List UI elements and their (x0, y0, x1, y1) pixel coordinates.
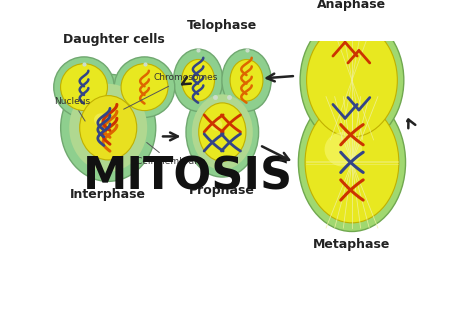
Text: Cell membrane: Cell membrane (136, 142, 205, 166)
Ellipse shape (80, 96, 137, 160)
Ellipse shape (114, 57, 175, 117)
Text: MITOSIS: MITOSIS (82, 156, 293, 198)
Ellipse shape (69, 84, 147, 172)
Ellipse shape (210, 119, 222, 131)
Text: Interphase: Interphase (70, 188, 146, 201)
Ellipse shape (305, 102, 399, 223)
Ellipse shape (199, 103, 246, 161)
Ellipse shape (61, 64, 108, 111)
Ellipse shape (54, 57, 114, 117)
Ellipse shape (61, 74, 156, 181)
Ellipse shape (182, 60, 215, 101)
Ellipse shape (94, 113, 108, 126)
Ellipse shape (298, 93, 406, 232)
Ellipse shape (325, 132, 362, 167)
Text: Prophase: Prophase (190, 184, 255, 197)
Ellipse shape (300, 15, 404, 145)
Ellipse shape (186, 87, 259, 177)
Text: Telophase: Telophase (187, 19, 257, 32)
Ellipse shape (173, 49, 223, 111)
Text: Chromosomes: Chromosomes (124, 73, 218, 109)
Text: Anaphase: Anaphase (318, 0, 386, 11)
Ellipse shape (192, 94, 253, 170)
Text: Metaphase: Metaphase (313, 238, 391, 251)
Text: Daughter cells: Daughter cells (64, 33, 165, 46)
Ellipse shape (121, 64, 168, 111)
Text: Nucleus: Nucleus (55, 97, 91, 121)
Ellipse shape (230, 60, 263, 101)
Ellipse shape (307, 24, 397, 137)
Ellipse shape (222, 49, 271, 111)
